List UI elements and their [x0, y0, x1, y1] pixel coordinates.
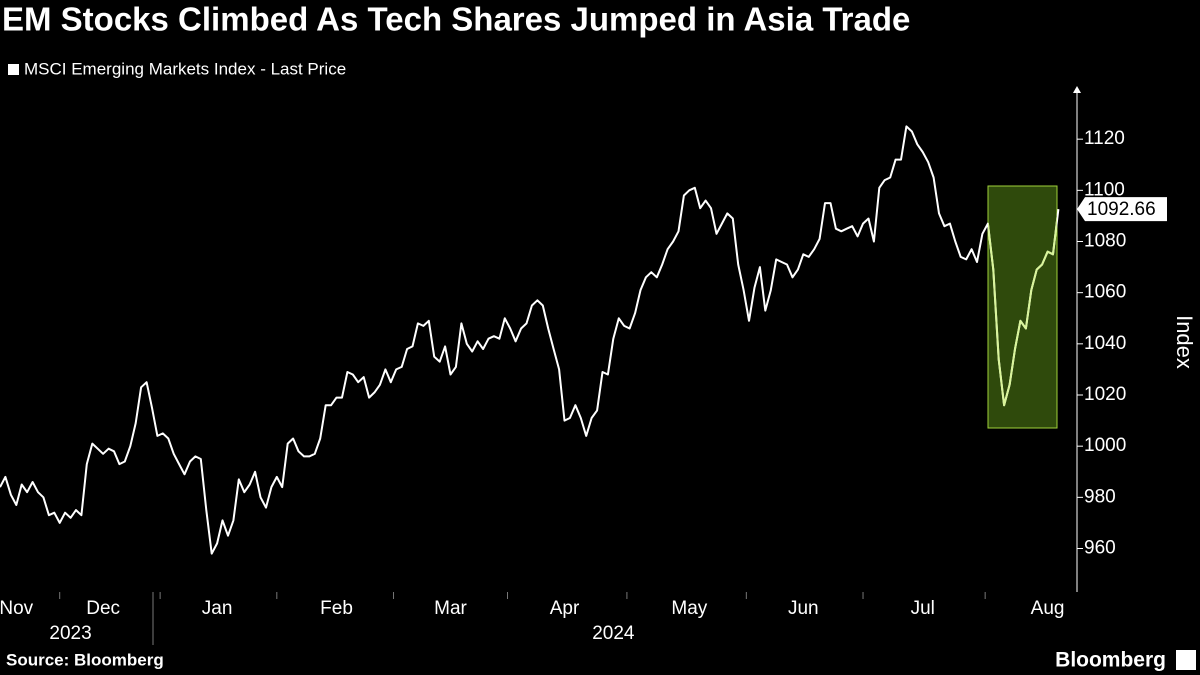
source: Source: Bloomberg	[6, 650, 164, 669]
legend-swatch	[8, 64, 19, 75]
y-tick-label: 960	[1084, 538, 1116, 559]
y-tick-label: 980	[1084, 486, 1116, 507]
x-tick-label: Jul	[911, 598, 935, 619]
year-label: 2023	[49, 623, 91, 644]
last-price-box	[1077, 197, 1167, 222]
y-tick-label: 1040	[1084, 333, 1126, 354]
x-tick-label: Aug	[1031, 598, 1065, 619]
y-axis-label: Index	[1172, 315, 1197, 369]
x-tick-label: Jun	[788, 598, 819, 619]
x-tick-label: Mar	[434, 598, 467, 619]
y-tick-label: 1080	[1084, 231, 1126, 252]
x-tick-label: Apr	[550, 598, 580, 619]
y-tick-label: 1100	[1084, 179, 1125, 200]
legend-label: MSCI Emerging Markets Index - Last Price	[24, 59, 346, 78]
y-tick-label: 1120	[1084, 128, 1125, 149]
y-axis-arrow	[1073, 86, 1081, 93]
x-tick-label: Jan	[202, 598, 233, 619]
y-tick-label: 1020	[1084, 384, 1126, 405]
brand: Bloomberg	[1055, 649, 1166, 672]
series-line	[0, 125, 1060, 555]
brand-icon	[1176, 650, 1196, 670]
year-label: 2024	[592, 623, 635, 644]
series-line-highlight	[988, 212, 1057, 407]
x-tick-label: Feb	[320, 598, 353, 619]
x-tick-label: May	[671, 598, 707, 619]
chart-title: EM Stocks Climbed As Tech Shares Jumped …	[2, 1, 910, 38]
x-tick-label: Nov	[0, 598, 34, 619]
highlight-box	[987, 185, 1058, 429]
y-tick-label: 1060	[1084, 282, 1126, 303]
y-tick-label: 1000	[1084, 435, 1126, 456]
x-tick-label: Dec	[86, 598, 120, 619]
last-price-label: 1092.66	[1087, 199, 1156, 220]
